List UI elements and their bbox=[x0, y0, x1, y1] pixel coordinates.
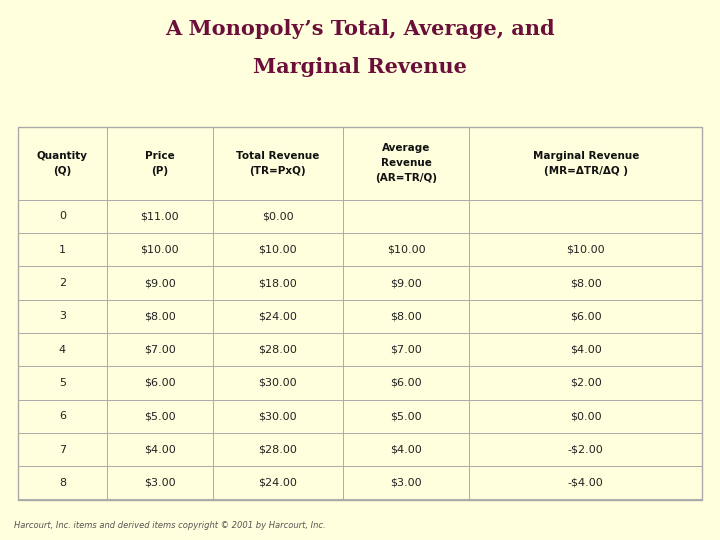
Text: $8.00: $8.00 bbox=[570, 278, 602, 288]
Text: Harcourt, Inc. items and derived items copyright © 2001 by Harcourt, Inc.: Harcourt, Inc. items and derived items c… bbox=[14, 521, 326, 530]
Text: $0.00: $0.00 bbox=[262, 212, 294, 221]
Text: $30.00: $30.00 bbox=[258, 378, 297, 388]
Text: $11.00: $11.00 bbox=[140, 212, 179, 221]
Text: $2.00: $2.00 bbox=[570, 378, 602, 388]
Text: $3.00: $3.00 bbox=[390, 478, 422, 488]
Text: $24.00: $24.00 bbox=[258, 478, 297, 488]
Text: $6.00: $6.00 bbox=[390, 378, 422, 388]
Text: $0.00: $0.00 bbox=[570, 411, 601, 421]
Text: $4.00: $4.00 bbox=[390, 444, 422, 455]
Text: $8.00: $8.00 bbox=[144, 312, 176, 321]
Text: 5: 5 bbox=[59, 378, 66, 388]
Text: 6: 6 bbox=[59, 411, 66, 421]
Text: $5.00: $5.00 bbox=[390, 411, 422, 421]
Text: $10.00: $10.00 bbox=[387, 245, 426, 255]
Text: A Monopoly’s Total, Average, and: A Monopoly’s Total, Average, and bbox=[165, 19, 555, 39]
Text: Total Revenue: Total Revenue bbox=[236, 151, 320, 161]
Text: 1: 1 bbox=[59, 245, 66, 255]
Text: $10.00: $10.00 bbox=[258, 245, 297, 255]
Text: $10.00: $10.00 bbox=[567, 245, 605, 255]
Text: (Q): (Q) bbox=[53, 166, 71, 176]
Text: Average: Average bbox=[382, 143, 431, 153]
Text: (MR=ΔTR/ΔQ ): (MR=ΔTR/ΔQ ) bbox=[544, 166, 628, 176]
Text: Price: Price bbox=[145, 151, 175, 161]
Text: 8: 8 bbox=[59, 478, 66, 488]
Text: 7: 7 bbox=[59, 444, 66, 455]
Text: (P): (P) bbox=[151, 166, 168, 176]
Text: $9.00: $9.00 bbox=[390, 278, 422, 288]
Text: $9.00: $9.00 bbox=[144, 278, 176, 288]
Text: Quantity: Quantity bbox=[37, 151, 88, 161]
Text: (TR=PxQ): (TR=PxQ) bbox=[250, 166, 306, 176]
Text: $8.00: $8.00 bbox=[390, 312, 422, 321]
Text: 2: 2 bbox=[59, 278, 66, 288]
Text: (AR=TR/Q): (AR=TR/Q) bbox=[375, 173, 437, 184]
Text: Revenue: Revenue bbox=[381, 158, 431, 168]
Text: $10.00: $10.00 bbox=[140, 245, 179, 255]
Text: Marginal Revenue: Marginal Revenue bbox=[533, 151, 639, 161]
Text: $28.00: $28.00 bbox=[258, 444, 297, 455]
Text: $3.00: $3.00 bbox=[144, 478, 176, 488]
Text: Marginal Revenue: Marginal Revenue bbox=[253, 57, 467, 77]
Text: $4.00: $4.00 bbox=[570, 345, 602, 355]
Text: $6.00: $6.00 bbox=[144, 378, 176, 388]
Text: 3: 3 bbox=[59, 312, 66, 321]
Text: $4.00: $4.00 bbox=[144, 444, 176, 455]
Text: $28.00: $28.00 bbox=[258, 345, 297, 355]
Text: 4: 4 bbox=[59, 345, 66, 355]
Text: -$2.00: -$2.00 bbox=[568, 444, 603, 455]
Text: -$4.00: -$4.00 bbox=[568, 478, 603, 488]
Text: $6.00: $6.00 bbox=[570, 312, 601, 321]
Text: $18.00: $18.00 bbox=[258, 278, 297, 288]
Text: $7.00: $7.00 bbox=[390, 345, 422, 355]
Text: $24.00: $24.00 bbox=[258, 312, 297, 321]
Text: $30.00: $30.00 bbox=[258, 411, 297, 421]
Text: 0: 0 bbox=[59, 212, 66, 221]
Text: $5.00: $5.00 bbox=[144, 411, 176, 421]
Text: $7.00: $7.00 bbox=[144, 345, 176, 355]
